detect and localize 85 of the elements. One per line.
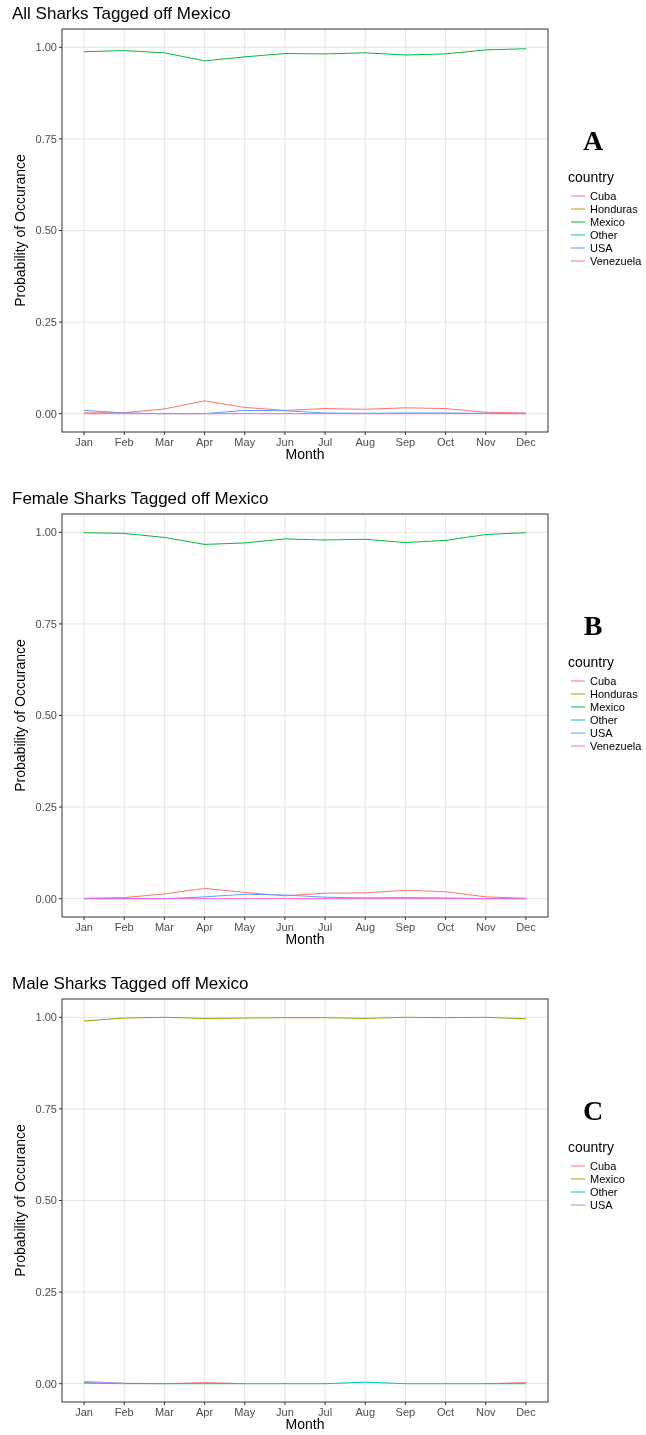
y-tick-label: 1.00 bbox=[35, 526, 57, 539]
legend-label: USA bbox=[590, 1198, 614, 1211]
y-axis-title: Probability of Occurance bbox=[12, 154, 28, 307]
x-tick-label: Jun bbox=[276, 1406, 294, 1418]
x-tick-label: Mar bbox=[154, 436, 175, 448]
x-tick-label: Feb bbox=[114, 436, 134, 448]
y-axis-title: Probability of Occurance bbox=[12, 1124, 28, 1277]
x-tick-label: Jun bbox=[276, 921, 294, 933]
y-tick-label: 0.25 bbox=[35, 800, 57, 813]
x-tick-label: Dec bbox=[516, 921, 537, 933]
x-tick-label: Mar bbox=[154, 921, 175, 933]
text: C bbox=[582, 1095, 604, 1126]
x-tick-label: Dec bbox=[516, 436, 537, 448]
y-tick-label: 0.25 bbox=[35, 1285, 57, 1298]
x-tick-label: Oct bbox=[437, 921, 455, 933]
x-tick-label: Apr bbox=[196, 921, 214, 933]
legend-label: Cuba bbox=[590, 189, 618, 202]
legend-label: Other bbox=[590, 713, 618, 726]
legend-label: USA bbox=[590, 241, 614, 254]
legend-label: Mexico bbox=[590, 700, 625, 713]
chart-title: Female Sharks Tagged off Mexico bbox=[12, 489, 269, 508]
x-tick-label: Nov bbox=[475, 1406, 497, 1418]
x-tick-label: May bbox=[234, 1406, 256, 1418]
x-tick-label: Apr bbox=[196, 436, 214, 448]
y-tick-label: 1.00 bbox=[35, 1011, 57, 1024]
legend-title: country bbox=[568, 1139, 614, 1155]
x-tick-label: Dec bbox=[516, 1406, 537, 1418]
x-tick-label: Jan bbox=[75, 1406, 93, 1418]
x-axis-title: Month bbox=[285, 1416, 325, 1432]
x-tick-label: Jul bbox=[318, 921, 333, 933]
legend-label: Honduras bbox=[590, 687, 639, 700]
x-axis-title: Month bbox=[285, 446, 325, 462]
legend-title: country bbox=[568, 654, 614, 670]
legend-label: Venezuela bbox=[590, 739, 643, 752]
y-tick-label: 0.00 bbox=[35, 407, 57, 420]
y-tick-label: 1.00 bbox=[35, 41, 57, 54]
legend-label: Other bbox=[590, 228, 618, 241]
x-tick-label: May bbox=[234, 436, 256, 448]
x-tick-label: Jul bbox=[318, 436, 333, 448]
legend-label: Mexico bbox=[590, 215, 625, 228]
y-tick-label: 0.75 bbox=[35, 1102, 57, 1115]
x-tick-label: Aug bbox=[355, 921, 376, 933]
x-tick-label: Sep bbox=[395, 921, 416, 933]
line-series bbox=[83, 532, 527, 545]
x-tick-label: Jan bbox=[75, 921, 93, 933]
legend-label: Mexico bbox=[590, 1172, 625, 1185]
x-tick-label: Oct bbox=[437, 1406, 455, 1418]
line-series bbox=[83, 48, 527, 62]
y-tick-label: 0.00 bbox=[35, 1377, 57, 1390]
x-tick-label: Sep bbox=[395, 1406, 416, 1418]
x-tick-label: Nov bbox=[475, 436, 497, 448]
y-axis-title: Probability of Occurance bbox=[12, 639, 28, 792]
legend-label: USA bbox=[590, 726, 614, 739]
y-tick-label: 0.75 bbox=[35, 132, 57, 145]
y-tick-label: 0.00 bbox=[35, 892, 57, 905]
x-tick-label: Mar bbox=[154, 1406, 175, 1418]
line-series bbox=[83, 400, 527, 414]
x-tick-label: Jun bbox=[276, 436, 294, 448]
text: A bbox=[582, 125, 604, 156]
chart-title: Male Sharks Tagged off Mexico bbox=[12, 974, 249, 993]
y-tick-label: 0.50 bbox=[35, 1194, 57, 1207]
x-tick-label: Apr bbox=[196, 1406, 214, 1418]
x-tick-label: Nov bbox=[475, 921, 497, 933]
x-tick-label: Sep bbox=[395, 436, 416, 448]
x-tick-label: Jan bbox=[75, 436, 93, 448]
text: B bbox=[583, 610, 603, 641]
x-tick-label: Aug bbox=[355, 436, 376, 448]
x-axis-title: Month bbox=[285, 931, 325, 947]
x-tick-label: Jul bbox=[318, 1406, 333, 1418]
y-tick-label: 0.50 bbox=[35, 224, 57, 237]
y-tick-label: 0.25 bbox=[35, 315, 57, 328]
y-tick-label: 0.75 bbox=[35, 617, 57, 630]
chart-title: All Sharks Tagged off Mexico bbox=[12, 4, 231, 23]
legend-label: Venezuela bbox=[590, 254, 643, 267]
y-tick-label: 0.50 bbox=[35, 709, 57, 722]
x-tick-label: Feb bbox=[114, 921, 134, 933]
legend-label: Other bbox=[590, 1185, 618, 1198]
legend-title: country bbox=[568, 169, 614, 185]
x-tick-label: Oct bbox=[437, 436, 455, 448]
legend-label: Cuba bbox=[590, 674, 618, 687]
legend-label: Honduras bbox=[590, 202, 639, 215]
x-tick-label: Feb bbox=[114, 1406, 134, 1418]
x-tick-label: May bbox=[234, 921, 256, 933]
x-tick-label: Aug bbox=[355, 1406, 376, 1418]
legend-label: Cuba bbox=[590, 1159, 618, 1172]
